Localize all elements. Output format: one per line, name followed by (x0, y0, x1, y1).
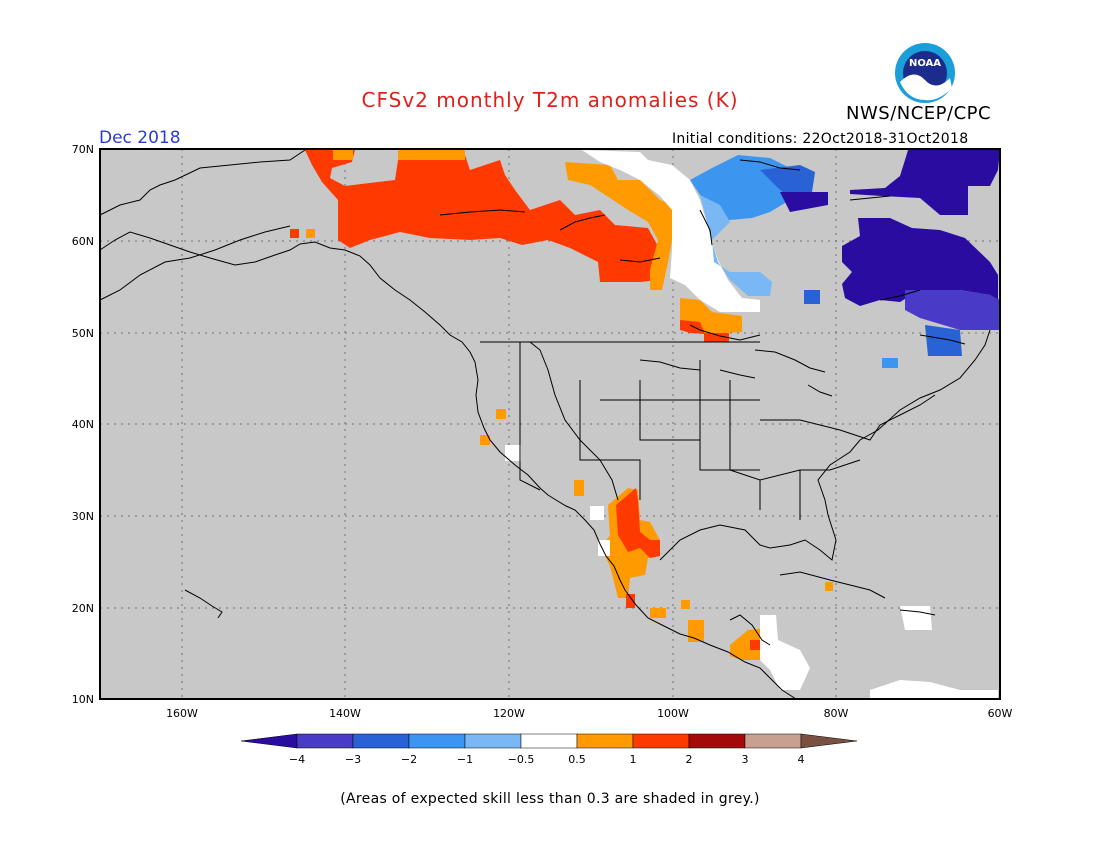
map-frame (99, 148, 1001, 700)
colorbar (240, 733, 858, 749)
colorbar-labels: −4 −3 −2 −1 −0.5 0.5 1 2 3 4 (289, 753, 805, 766)
warm-anomaly-lakes (680, 298, 742, 342)
longitude-labels: 160W 140W 120W 100W 80W 60W (166, 707, 1012, 720)
colorbar-label: −4 (289, 753, 305, 766)
colorbar-segment (688, 733, 746, 749)
colorbar-segment (576, 733, 634, 749)
colorbar-segment (464, 733, 522, 749)
colorbar-label: −1 (457, 753, 473, 766)
colorbar-segment (296, 733, 354, 749)
lon-label: 140W (329, 707, 361, 720)
cold-anomaly-hudson (690, 155, 828, 304)
lat-label: 70N (72, 143, 94, 156)
colorbar-label: 3 (742, 753, 749, 766)
noaa-logo-text: NOAA (909, 58, 941, 69)
colorbar-label: −3 (345, 753, 361, 766)
agency-label: NWS/NCEP/CPC (846, 103, 992, 124)
lat-label: 40N (72, 418, 94, 431)
colorbar-label: −2 (401, 753, 417, 766)
lon-label: 60W (988, 707, 1013, 720)
noaa-logo: NOAA (894, 42, 956, 104)
lat-label: 10N (72, 693, 94, 706)
colorbar-segment (632, 733, 690, 749)
initial-conditions: Initial conditions: 22Oct2018-31Oct2018 (672, 131, 969, 147)
warm-anomaly-north (290, 150, 672, 290)
lat-label: 30N (72, 510, 94, 523)
colorbar-segment (352, 733, 410, 749)
colorbar-label: −0.5 (508, 753, 535, 766)
valid-month: Dec 2018 (99, 128, 181, 148)
lon-label: 160W (166, 707, 198, 720)
white-band (582, 150, 760, 312)
cold-anomaly-east (842, 150, 1000, 368)
coastlines (99, 149, 991, 700)
skill-footnote: (Areas of expected skill less than 0.3 a… (340, 791, 760, 807)
colorbar-segment (240, 733, 298, 749)
map-title: CFSv2 monthly T2m anomalies (K) (361, 88, 739, 112)
latitude-labels: 70N 60N 50N 40N 30N 20N 10N (72, 143, 94, 706)
lon-label: 100W (657, 707, 689, 720)
lat-label: 60N (72, 235, 94, 248)
colorbar-segment (744, 733, 802, 749)
warm-anomaly-southwest (480, 409, 998, 699)
colorbar-label: 2 (686, 753, 693, 766)
lon-label: 80W (824, 707, 849, 720)
lat-label: 20N (72, 602, 94, 615)
lon-label: 120W (493, 707, 525, 720)
lat-label: 50N (72, 327, 94, 340)
colorbar-label: 0.5 (568, 753, 586, 766)
colorbar-segment (800, 733, 858, 749)
colorbar-segment (520, 733, 578, 749)
colorbar-label: 1 (630, 753, 637, 766)
colorbar-label: 4 (798, 753, 805, 766)
colorbar-segment (408, 733, 466, 749)
